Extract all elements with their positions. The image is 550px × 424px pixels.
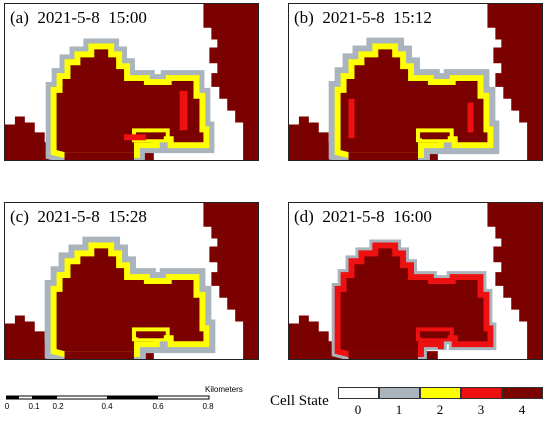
- map-panel-b: (b) 2021-5-8 15:12: [288, 3, 543, 161]
- terrain-cell-block: [203, 4, 258, 160]
- burned-area-lower: [348, 351, 418, 359]
- legend-value-3: 3: [477, 402, 485, 417]
- scale-unit-label: Kilometers: [205, 385, 243, 394]
- terrain-cell-block: [487, 203, 542, 359]
- burned-area: [56, 248, 204, 352]
- island-front: [415, 128, 454, 143]
- panel-label-d: (d) 2021-5-8 16:00: [294, 207, 432, 226]
- legend-swatch-1: [379, 387, 420, 399]
- scale-tick-2: 0.2: [52, 402, 64, 411]
- legend-value-4: 4: [518, 402, 526, 417]
- fire-grid-b: [289, 4, 542, 160]
- panel-label-a: (a) 2021-5-8 15:00: [10, 8, 147, 27]
- island-core: [421, 332, 448, 339]
- scale-tick-4: 0.6: [152, 402, 164, 411]
- island-core: [421, 133, 448, 140]
- map-panel-a: (a) 2021-5-8 15:00: [4, 3, 259, 161]
- island-core: [137, 133, 164, 140]
- terrain-cell-block: [487, 4, 542, 160]
- burning-streak: [179, 90, 188, 131]
- burning-streak: [348, 98, 355, 139]
- legend-swatch-0: [338, 387, 379, 399]
- island-front: [131, 327, 170, 342]
- legend-swatch-4: [502, 387, 543, 399]
- fire-grid-c: [5, 203, 258, 359]
- island-core: [137, 332, 164, 339]
- legend-value-0: 0: [354, 402, 362, 417]
- fire-grid-d: [289, 203, 542, 359]
- scale-tick-0: 0: [4, 402, 10, 411]
- burned-area: [340, 248, 488, 352]
- map-panel-d: (d) 2021-5-8 16:00: [288, 202, 543, 360]
- legend-title: Cell State: [270, 393, 329, 409]
- burned-area: [56, 49, 204, 153]
- burned-area: [340, 49, 488, 153]
- burning-streak: [124, 134, 146, 141]
- legend-value-2: 2: [436, 402, 444, 417]
- map-panel-c: (c) 2021-5-8 15:28: [4, 202, 259, 360]
- burned-area-lower: [348, 152, 418, 160]
- burning-spot: [437, 341, 444, 350]
- burned-area-lower: [64, 152, 134, 160]
- scale-tick-1: 0.1: [28, 402, 40, 411]
- burned-area-lower: [64, 351, 134, 359]
- terrain-cell-block: [203, 203, 258, 359]
- legend-swatch-3: [461, 387, 502, 399]
- scale-bar: [6, 395, 210, 400]
- legend-swatch-2: [420, 387, 461, 399]
- scale-tick-5: 0.8: [202, 402, 214, 411]
- fire-grid-a: [5, 4, 258, 160]
- scale-tick-3: 0.4: [101, 402, 113, 411]
- panel-label-b: (b) 2021-5-8 15:12: [294, 8, 432, 27]
- burning-streak: [467, 102, 474, 133]
- panel-label-c: (c) 2021-5-8 15:28: [10, 207, 147, 226]
- legend-value-1: 1: [395, 402, 403, 417]
- island-front: [415, 327, 454, 342]
